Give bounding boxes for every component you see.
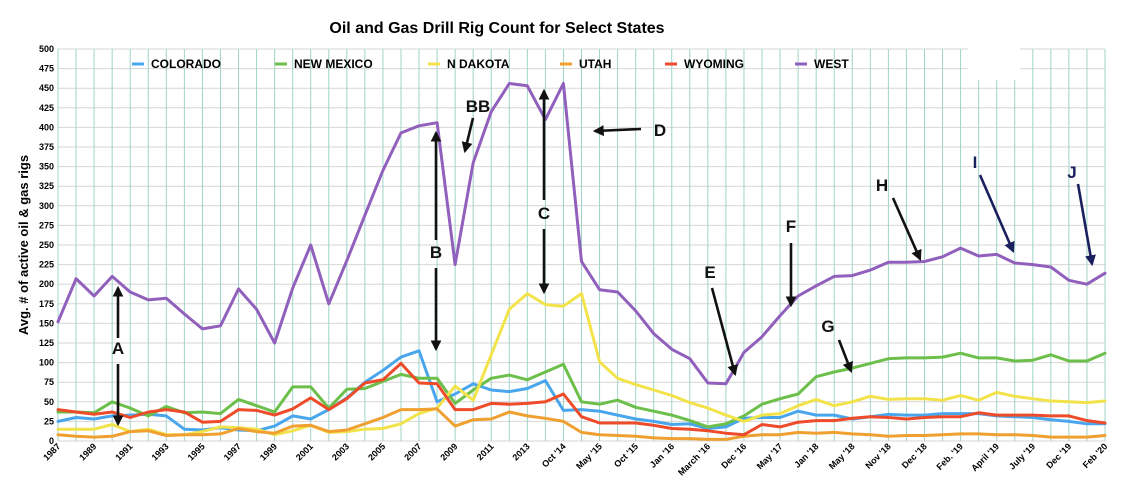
- series-line-new-mexico: [56, 351, 1107, 429]
- series-line-west: [56, 82, 1107, 386]
- legend-label: WYOMING: [684, 57, 744, 71]
- y-tick-label: 425: [39, 103, 54, 113]
- gridlines: [57, 48, 1106, 442]
- x-tick-label: 1997: [222, 441, 243, 462]
- x-tick-label: 1995: [186, 441, 207, 462]
- x-tick-label: 1991: [113, 441, 134, 462]
- annotation-arrow: [837, 339, 853, 374]
- x-tick-label: Feb. '19: [934, 441, 965, 472]
- y-tick-label: 250: [39, 240, 54, 250]
- series-line-wyoming: [56, 361, 1107, 437]
- x-tick-label: July '19: [1007, 441, 1037, 471]
- y-tick-label: 150: [39, 318, 54, 328]
- x-tick-label: 2007: [402, 441, 423, 462]
- x-tick-label: 2011: [475, 441, 496, 462]
- annotation-arrow: [891, 197, 922, 261]
- x-tick-label: 1989: [77, 441, 98, 462]
- chart-title: Oil and Gas Drill Rig Count for Select S…: [329, 20, 664, 37]
- y-tick-label: 300: [39, 201, 54, 211]
- annotation-arrow: [461, 117, 475, 154]
- y-tick-label: 100: [39, 358, 54, 368]
- x-axis-ticks: 1987 1989 1991 1993 1995 1997 1999 2001 2003 2005…: [41, 441, 1109, 477]
- legend-label: UTAH: [579, 57, 611, 71]
- x-tick-label: Jan '18: [792, 441, 820, 469]
- x-tick-label: 2009: [438, 441, 459, 462]
- annotation-arrow: [592, 125, 642, 137]
- legend-label: WEST: [814, 57, 849, 71]
- x-tick-label: March '16: [676, 441, 712, 477]
- y-tick-label: 225: [39, 260, 54, 270]
- annotation-arrow: [978, 174, 1015, 254]
- series-line-n-dakota: [56, 292, 1107, 437]
- x-tick-label: 2013: [511, 441, 532, 462]
- y-tick-label: 475: [39, 64, 54, 74]
- y-axis-ticks: 0 25 50 75 100 125 150 175 200 225 250 275 300 325 350…: [39, 44, 54, 446]
- legend: COLORADO NEW MEXICO N DAKOTA UTAH WYOMING WES…: [132, 57, 849, 71]
- annotation-label: F: [786, 217, 796, 236]
- x-tick-label: 1993: [149, 441, 170, 462]
- x-tick-label: Jan '16: [648, 441, 676, 469]
- y-tick-label: 275: [39, 220, 54, 230]
- y-tick-label: 75: [44, 377, 54, 387]
- legend-label: N DAKOTA: [447, 57, 510, 71]
- y-tick-label: 200: [39, 279, 54, 289]
- x-tick-label: May '15: [574, 441, 604, 471]
- annotation-arrow: [1076, 183, 1096, 267]
- x-tick-label: Oct '14: [540, 441, 568, 469]
- x-tick-label: May '17: [755, 441, 785, 471]
- x-tick-label: Dec '19: [1044, 441, 1073, 470]
- annotation-label: B: [430, 243, 442, 262]
- annotation-label: I: [973, 153, 978, 172]
- x-tick-label: 1999: [258, 441, 279, 462]
- y-tick-label: 0: [49, 436, 54, 446]
- series-lines: [56, 82, 1107, 441]
- x-tick-label: Dec '18: [900, 441, 929, 470]
- y-tick-label: 450: [39, 83, 54, 93]
- annotation-arrow: [710, 287, 739, 377]
- y-tick-label: 175: [39, 299, 54, 309]
- x-tick-label: 2001: [294, 441, 315, 462]
- y-tick-label: 350: [39, 162, 54, 172]
- annotation-label: E: [704, 263, 715, 282]
- series-line-utah: [56, 407, 1107, 441]
- y-tick-label: 400: [39, 122, 54, 132]
- y-axis-label: Avg. # of active oil & gas rigs: [16, 155, 31, 335]
- x-tick-label: Feb '20: [1081, 441, 1110, 470]
- x-tick-label: 2003: [330, 441, 351, 462]
- legend-label: COLORADO: [151, 57, 221, 71]
- x-tick-label: Nov '18: [863, 441, 892, 470]
- annotation-label: C: [538, 204, 550, 223]
- annotation-label: A: [112, 339, 124, 358]
- x-tick-label: 2005: [366, 441, 387, 462]
- annotation-label: G: [821, 317, 834, 336]
- annotation-label: D: [654, 121, 666, 140]
- x-tick-label: Oct '15: [612, 441, 640, 469]
- y-tick-label: 125: [39, 338, 54, 348]
- annotation-label: H: [876, 176, 888, 195]
- y-tick-label: 50: [44, 397, 54, 407]
- annotation-label: J: [1067, 163, 1076, 182]
- x-tick-label: 1987: [41, 441, 62, 462]
- legend-label: NEW MEXICO: [294, 57, 373, 71]
- annotation-label: BB: [466, 97, 491, 116]
- x-tick-label: April '19: [969, 441, 1001, 473]
- y-tick-label: 325: [39, 181, 54, 191]
- y-tick-label: 500: [39, 44, 54, 54]
- blank-patch: [968, 44, 1020, 80]
- y-tick-label: 25: [44, 416, 54, 426]
- x-tick-label: Dec '16: [719, 441, 748, 470]
- x-tick-label: May '18: [827, 441, 857, 471]
- y-tick-label: 375: [39, 142, 54, 152]
